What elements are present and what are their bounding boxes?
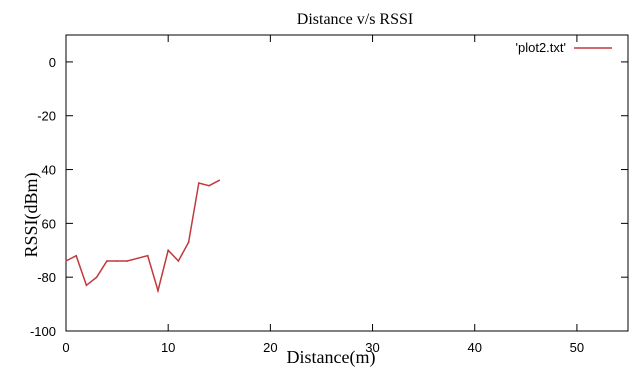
data-point [187,241,190,243]
x-tick-label: 30 [365,340,379,355]
y-tick-label: 40 [42,163,56,178]
plot-frame [65,34,629,332]
data-point [177,260,180,262]
data-point [198,182,200,184]
legend-label: 'plot2.txt' [516,40,567,55]
x-axis-ticks: 0 10 20 30 40 50 [62,35,584,355]
y-tick-label: -80 [37,270,56,285]
data-point [95,276,98,278]
legend: 'plot2.txt' [516,40,612,55]
data-point [136,257,139,260]
data-point [65,260,67,262]
data-point [208,184,210,187]
data-point [75,254,78,257]
data-point [167,249,169,252]
data-point [116,260,118,262]
series-layer [65,179,221,294]
data-point [218,179,221,182]
series-line [65,179,220,294]
y-tick-label: -100 [30,324,56,339]
x-tick-label: 40 [467,340,481,355]
data-point [146,254,149,257]
y-tick-label: -20 [37,109,56,124]
y-axis-ticks: 0 -20 40 60 -80 -100 [30,55,628,339]
chart-title: Distance v/s RSSI [297,11,413,28]
x-axis-title: Distance(m) [287,347,376,368]
data-point [157,289,159,292]
x-tick-label: 0 [62,340,69,355]
data-point [126,260,129,262]
data-point [106,260,108,262]
x-tick-label: 10 [161,340,175,355]
y-tick-label: 60 [42,216,56,231]
x-tick-label: 50 [570,340,584,355]
x-tick-label: 20 [263,340,277,355]
y-axis-title: RSSI(dBm) [21,172,42,257]
y-tick-label: 0 [49,55,56,70]
data-point [85,284,88,287]
